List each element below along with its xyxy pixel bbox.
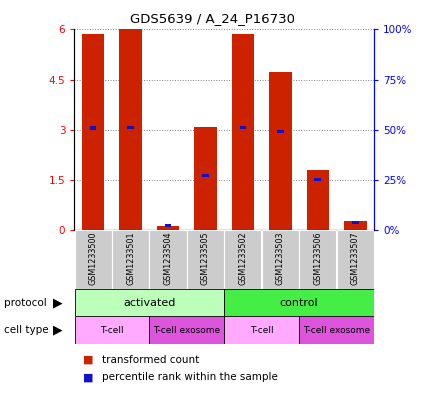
- Bar: [202, 174, 209, 178]
- Text: GSM1233507: GSM1233507: [351, 231, 360, 285]
- Bar: [74, 230, 112, 289]
- Text: GSM1233505: GSM1233505: [201, 231, 210, 285]
- Text: GSM1233502: GSM1233502: [238, 231, 247, 285]
- Text: T-cell: T-cell: [100, 326, 124, 334]
- Text: percentile rank within the sample: percentile rank within the sample: [102, 372, 278, 382]
- Bar: [232, 34, 254, 230]
- Bar: [74, 289, 224, 316]
- Bar: [277, 130, 284, 133]
- Bar: [224, 316, 299, 344]
- Text: GSM1233500: GSM1233500: [88, 231, 98, 285]
- Bar: [262, 230, 299, 289]
- Text: GSM1233501: GSM1233501: [126, 231, 135, 285]
- Text: T-cell exosome: T-cell exosome: [303, 326, 370, 334]
- Bar: [157, 226, 179, 230]
- Bar: [164, 224, 171, 227]
- Text: GSM1233503: GSM1233503: [276, 231, 285, 285]
- Text: T-cell: T-cell: [250, 326, 273, 334]
- Text: T-cell exosome: T-cell exosome: [153, 326, 220, 334]
- Bar: [240, 126, 246, 129]
- Text: GDS5639 / A_24_P16730: GDS5639 / A_24_P16730: [130, 12, 295, 25]
- Bar: [299, 230, 336, 289]
- Text: transformed count: transformed count: [102, 354, 199, 365]
- Bar: [74, 316, 149, 344]
- Bar: [314, 178, 321, 182]
- Text: protocol: protocol: [4, 298, 47, 308]
- Bar: [112, 230, 149, 289]
- Bar: [82, 35, 105, 230]
- Bar: [194, 127, 217, 230]
- Text: ■: ■: [83, 372, 94, 382]
- Text: GSM1233504: GSM1233504: [164, 231, 173, 285]
- Bar: [119, 29, 142, 230]
- Bar: [352, 221, 359, 224]
- Text: control: control: [280, 298, 318, 308]
- Bar: [150, 230, 187, 289]
- Bar: [224, 230, 261, 289]
- Text: GSM1233506: GSM1233506: [313, 231, 322, 285]
- Text: ▶: ▶: [53, 323, 62, 337]
- Bar: [306, 171, 329, 230]
- Bar: [269, 72, 292, 230]
- Bar: [187, 230, 224, 289]
- Text: activated: activated: [123, 298, 176, 308]
- Bar: [299, 316, 374, 344]
- Text: ▶: ▶: [53, 296, 62, 309]
- Bar: [337, 230, 374, 289]
- Bar: [344, 220, 366, 230]
- Text: cell type: cell type: [4, 325, 49, 335]
- Text: ■: ■: [83, 354, 94, 365]
- Bar: [150, 316, 224, 344]
- Bar: [224, 289, 374, 316]
- Bar: [90, 126, 96, 130]
- Bar: [127, 126, 134, 129]
